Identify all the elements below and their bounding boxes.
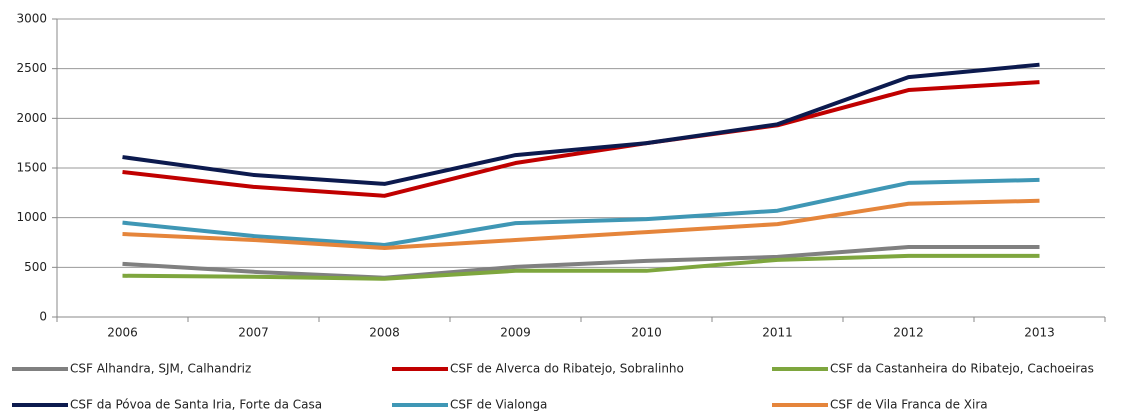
y-tick-label: 0: [39, 310, 47, 324]
legend-label: CSF de Vialonga: [450, 398, 547, 412]
y-tick-label: 1500: [16, 161, 47, 175]
legend-label: CSF da Castanheira do Ribatejo, Cachoeir…: [830, 362, 1094, 376]
series-line: [122, 62, 1040, 186]
y-tick-label: 500: [24, 260, 47, 274]
series-line: [122, 80, 1040, 198]
x-tick-label: 2012: [893, 326, 924, 340]
x-tick-label: 2013: [1024, 326, 1055, 340]
legend-label: CSF Alhandra, SJM, Calhandriz: [70, 362, 251, 376]
x-tick-label: 2008: [369, 326, 400, 340]
series-line: [122, 244, 1040, 280]
legend-label: CSF da Póvoa de Santa Iria, Forte da Cas…: [70, 398, 322, 412]
y-tick-label: 1000: [16, 210, 47, 224]
series-line: [122, 177, 1040, 247]
x-tick-label: 2009: [500, 326, 531, 340]
x-tick-label: 2011: [762, 326, 793, 340]
y-tick-label: 2500: [16, 61, 47, 75]
legend-label: CSF de Alverca do Ribatejo, Sobralinho: [450, 362, 684, 376]
series-line: [122, 198, 1040, 250]
series-line: [122, 253, 1040, 281]
legend-label: CSF de Vila Franca de Xira: [830, 398, 988, 412]
x-tick-label: 2007: [238, 326, 269, 340]
y-tick-label: 2000: [16, 111, 47, 125]
y-tick-label: 3000: [16, 12, 47, 26]
x-tick-label: 2010: [631, 326, 662, 340]
x-tick-label: 2006: [107, 326, 138, 340]
